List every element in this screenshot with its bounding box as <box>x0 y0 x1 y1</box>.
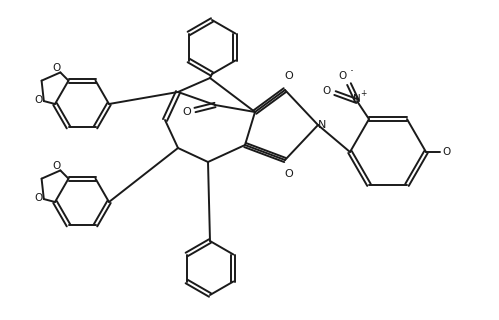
Text: O: O <box>323 86 331 96</box>
Text: ·: · <box>350 65 354 77</box>
Text: +: + <box>360 89 366 98</box>
Text: O: O <box>284 71 293 81</box>
Text: N: N <box>353 94 361 104</box>
Text: O: O <box>34 94 42 105</box>
Text: N: N <box>318 120 326 130</box>
Text: O: O <box>183 107 192 117</box>
Text: O: O <box>284 169 293 179</box>
Text: O: O <box>52 63 60 73</box>
Text: O: O <box>443 147 451 157</box>
Text: O: O <box>339 71 347 81</box>
Text: O: O <box>34 193 42 203</box>
Text: O: O <box>52 161 60 171</box>
